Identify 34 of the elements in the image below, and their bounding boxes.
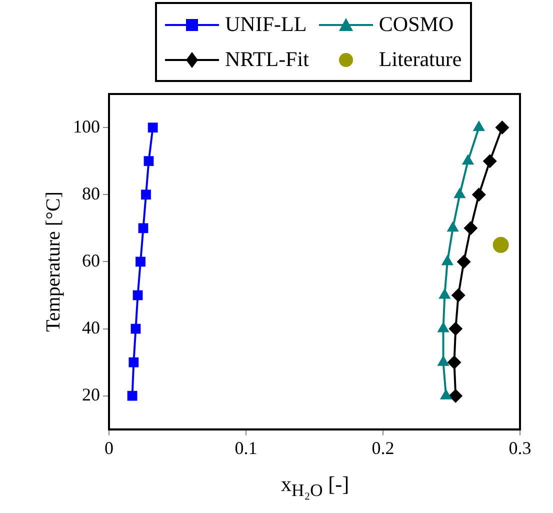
point <box>136 256 146 267</box>
point <box>492 236 509 253</box>
legend-label: COSMO <box>378 12 454 37</box>
y-axis-title: Temperature [°C] <box>42 191 64 332</box>
point <box>451 288 466 302</box>
x-axis-title: x$_{H₂O}$ [-] <box>280 472 350 502</box>
point <box>132 290 143 300</box>
point <box>448 388 463 403</box>
legend-label: NRTL-Fit <box>225 47 309 72</box>
point <box>138 223 148 234</box>
point <box>148 122 158 132</box>
point <box>130 324 141 334</box>
legend-label: UNIF-LL <box>225 12 307 37</box>
x-tick-label: 0.2 <box>372 438 394 458</box>
point <box>144 156 154 166</box>
y-tick-label: 20 <box>82 384 100 405</box>
point <box>495 120 510 135</box>
x-tick-label: 0 <box>104 438 114 458</box>
y-tick-label: 60 <box>82 250 100 270</box>
point <box>128 357 139 368</box>
point <box>141 190 151 200</box>
y-tick-label: 80 <box>82 183 100 204</box>
point <box>464 221 478 236</box>
point <box>482 154 497 168</box>
x-tick-label: 0.1 <box>234 438 258 458</box>
x-tick-label: 0.3 <box>508 438 532 458</box>
y-tick-label: 100 <box>73 116 100 136</box>
point <box>127 390 138 401</box>
point <box>472 188 486 202</box>
legend-label: Literature <box>378 47 462 72</box>
point <box>456 254 471 269</box>
point <box>448 322 463 336</box>
y-tick-label: 40 <box>82 318 100 338</box>
point <box>447 355 462 370</box>
